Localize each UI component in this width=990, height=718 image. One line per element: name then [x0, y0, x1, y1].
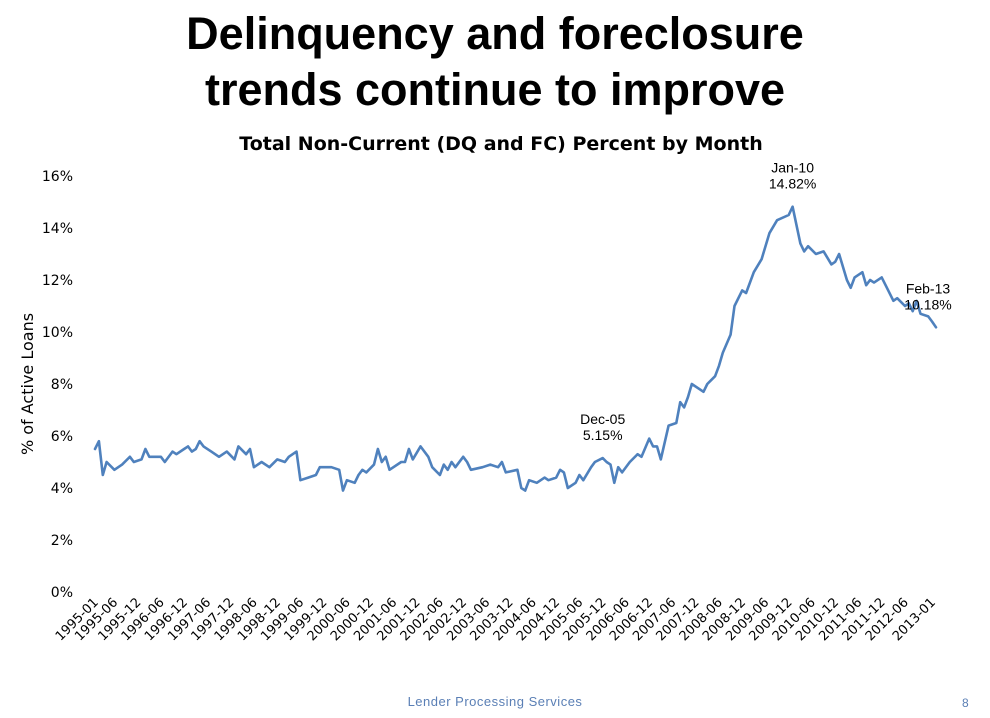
y-tick-label: 12% [42, 273, 73, 289]
annotation-value: 14.82% [769, 176, 816, 192]
y-tick-label: 8% [51, 377, 73, 393]
y-tick-label: 6% [51, 429, 73, 445]
y-tick-label: 14% [42, 221, 73, 237]
annotation-label: Jan-10 [771, 160, 814, 176]
annotation-value: 5.15% [583, 427, 623, 443]
page-number: 8 [962, 696, 969, 710]
annotation-value: 10.18% [904, 296, 951, 312]
chart-title: Total Non-Current (DQ and FC) Percent by… [239, 133, 763, 155]
annotation-label: Feb-13 [906, 280, 951, 296]
y-tick-label: 2% [51, 533, 73, 549]
y-tick-label: 10% [42, 325, 73, 341]
y-axis-title: % of Active Loans [18, 313, 37, 455]
series-line [93, 205, 938, 492]
slide-title: Delinquency and foreclosure trends conti… [0, 6, 990, 118]
footer-company: Lender Processing Services [407, 694, 583, 709]
slide-title-line-2: trends continue to improve [204, 64, 786, 115]
y-tick-label: 16% [42, 169, 73, 185]
y-tick-label: 4% [51, 481, 73, 497]
annotation-label: Dec-05 [580, 411, 625, 427]
y-tick-label: 0% [51, 585, 73, 601]
slide-title-line-1: Delinquency and foreclosure [186, 8, 804, 59]
